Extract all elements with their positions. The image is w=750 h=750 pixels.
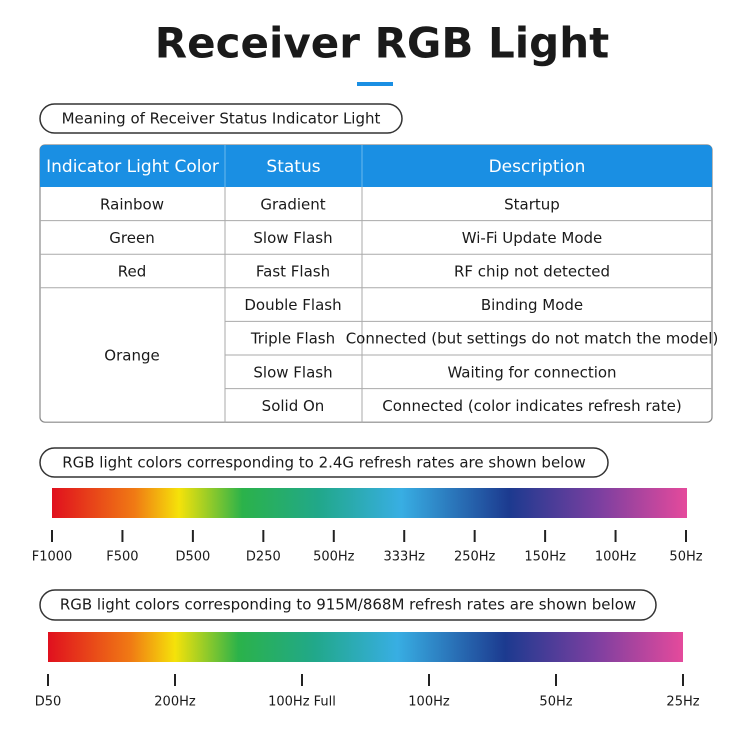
section-label: RGB light colors corresponding to 2.4G r… xyxy=(62,454,586,472)
scale: F1000 F500 D500 D250 500Hz 333Hz 250Hz 150Hz 100… xyxy=(32,530,703,565)
title-underline xyxy=(357,82,393,86)
description-cell: Connected (but settings do not match the… xyxy=(346,330,719,348)
status-cell: Double Flash xyxy=(244,296,341,314)
status-cell: Slow Flash xyxy=(253,363,332,381)
section-pill xyxy=(39,103,403,134)
description-cell: Wi-Fi Update Mode xyxy=(462,229,603,247)
tick-label: 25Hz xyxy=(666,695,699,710)
scale: D50 200Hz 100Hz Full 100Hz 50Hz 25Hz xyxy=(35,674,700,710)
tick-label: 200Hz xyxy=(154,695,196,710)
status-table: Indicator Light Color Status Description Ra… xyxy=(39,144,719,423)
status-cell: Gradient xyxy=(260,195,325,213)
tick-label: F1000 xyxy=(32,550,73,565)
tick-label: D50 xyxy=(35,695,62,710)
section-label: RGB light colors corresponding to 915M/8… xyxy=(60,596,636,614)
tick-label: 50Hz xyxy=(539,695,572,710)
color-cell: Green xyxy=(109,229,154,247)
tick-label: 500Hz xyxy=(313,550,355,565)
header-cell: Status xyxy=(266,157,320,177)
status-cell: Solid On xyxy=(262,397,325,415)
tick-label: D500 xyxy=(175,550,210,565)
tick-label: D250 xyxy=(246,550,281,565)
status-cell: Fast Flash xyxy=(256,263,330,281)
color-cell: Red xyxy=(118,263,147,281)
status-cell: Slow Flash xyxy=(253,229,332,247)
tick-label: 100Hz xyxy=(408,695,450,710)
section-label: Meaning of Receiver Status Indicator Lig… xyxy=(62,110,381,128)
description-cell: Connected (color indicates refresh rate) xyxy=(382,397,681,415)
description-cell: Binding Mode xyxy=(481,296,583,314)
color-bar xyxy=(52,488,687,518)
description-cell: RF chip not detected xyxy=(454,263,610,281)
tick-label: 150Hz xyxy=(524,550,566,565)
status-cell: Triple Flash xyxy=(250,330,335,348)
header-cell: Description xyxy=(489,157,586,177)
color-cell: Rainbow xyxy=(100,195,164,213)
title: Receiver RGB Light xyxy=(155,19,609,68)
tick-label: 100Hz xyxy=(595,550,637,565)
section-pill xyxy=(39,589,657,621)
section-pill xyxy=(39,447,609,478)
header-cell: Indicator Light Color xyxy=(46,157,219,177)
color-cell: Orange xyxy=(104,347,159,365)
tick-label: 50Hz xyxy=(669,550,702,565)
description-cell: Startup xyxy=(504,195,560,213)
color-bar xyxy=(48,632,683,662)
description-cell: Waiting for connection xyxy=(447,363,616,381)
tick-label: 333Hz xyxy=(384,550,426,565)
table-header-bg xyxy=(40,145,712,187)
tick-label: 250Hz xyxy=(454,550,496,565)
tick-label: 100Hz Full xyxy=(268,695,336,710)
tick-label: F500 xyxy=(106,550,138,565)
